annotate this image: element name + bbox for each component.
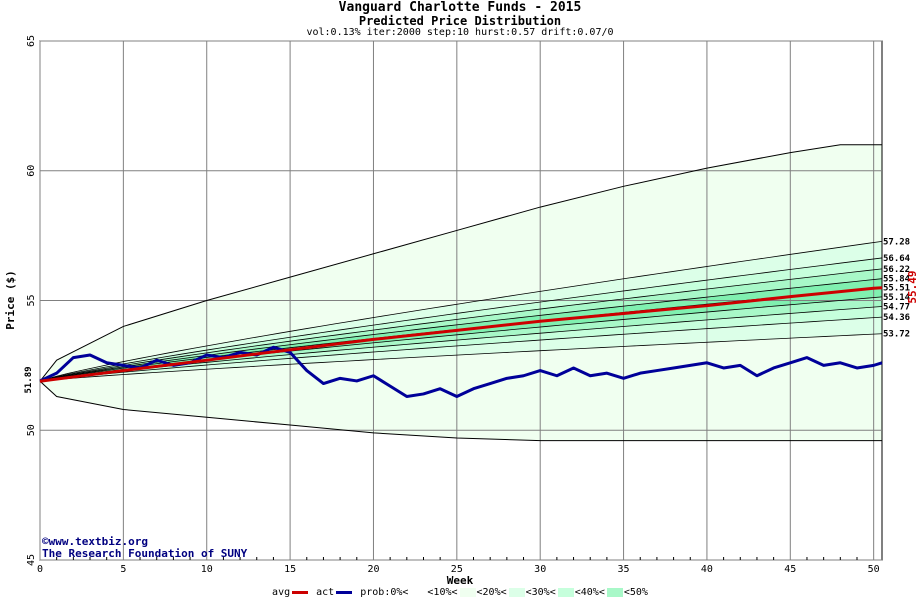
legend-avg-label: avg: [272, 587, 291, 598]
chart-title: Vanguard Charlotte Funds - 2015: [338, 0, 582, 15]
y-tick-label-3: 60: [26, 165, 37, 177]
start-value-label: 51.89: [24, 366, 34, 393]
percentile-label-5: 55.14: [883, 293, 911, 303]
x-tick-label-3: 15: [284, 564, 296, 575]
credit-line-1: ©www.textbiz.org: [42, 535, 148, 548]
probability-band-5: [40, 296, 882, 382]
series-lines: [39, 286, 883, 399]
probability-band-1: [40, 257, 882, 382]
legend-act-swatch: [336, 591, 353, 594]
legend-band-1: <10%<: [427, 587, 458, 598]
x-tick-label-1: 5: [120, 564, 126, 575]
legend-prob-label: prob:: [360, 587, 391, 598]
legend-band-2-swatch: [508, 588, 525, 597]
percentile-curve-7: [39, 316, 883, 382]
probability-band-7: [40, 317, 882, 382]
probability-band-2: [40, 268, 882, 382]
percentile-curve-2: [39, 268, 883, 382]
legend-band-4-swatch: [606, 588, 623, 597]
x-tick-label-0: 0: [37, 564, 43, 575]
x-axis-label: Week: [447, 574, 474, 587]
chart-parameters: vol:0.13% iter:2000 step:10 hurst:0.57 d…: [306, 27, 614, 38]
probability-band-3: [40, 278, 882, 382]
percentile-curve-3: [39, 278, 883, 382]
legend-band-5: <50%: [623, 587, 648, 598]
y-tick-label-0: 45: [26, 554, 37, 566]
percentile-curve-8: [39, 333, 883, 382]
y-tick-label-1: 50: [26, 424, 37, 436]
legend-band-3: <30%<: [525, 587, 556, 598]
x-tick-label-2: 10: [201, 564, 213, 575]
percentile-curve-1: [39, 257, 883, 382]
legend-band-1-swatch: [459, 588, 476, 597]
x-tick-label-5: 25: [451, 564, 463, 575]
legend-band-3-swatch: [557, 588, 574, 597]
y-tick-label-4: 65: [26, 35, 37, 47]
legend-band-2: <20%<: [476, 587, 507, 598]
envelope-lower-line: [39, 380, 882, 442]
x-tick-label-10: 50: [868, 564, 880, 575]
y-tick-label-2: 55: [26, 294, 37, 306]
chart-subtitle: Predicted Price Distribution: [358, 14, 562, 28]
x-tick-label-9: 45: [784, 564, 796, 575]
x-tick-label-8: 40: [701, 564, 713, 575]
legend-avg-swatch: [292, 591, 309, 594]
percentile-label-0: 57.28: [883, 237, 910, 247]
percentile-label-4: 55.51: [883, 283, 910, 293]
percentile-label-7: 54.36: [883, 313, 910, 323]
x-tick-label-4: 20: [367, 564, 379, 575]
percentile-curves: [39, 144, 883, 442]
envelope-upper-line: [39, 144, 882, 382]
percentile-label-2: 56.22: [883, 265, 910, 275]
probability-bands: [40, 144, 882, 441]
probability-band-0: [40, 241, 882, 382]
legend-band-0: 0%<: [390, 587, 409, 598]
x-tick-label-6: 30: [534, 564, 546, 575]
legend-act-label: act: [316, 587, 335, 598]
percentile-label-8: 53.72: [883, 330, 910, 340]
x-tick-label-7: 35: [618, 564, 630, 575]
y-axis-label: Price ($): [4, 270, 17, 330]
credit-line-2: The Research Foundation of SUNY: [42, 547, 248, 560]
percentile-label-3: 55.84: [883, 275, 911, 285]
legend: avg act prob:0%< <10%< <20%< <30%< <40%< <50%: [0, 587, 920, 599]
percentile-label-1: 56.64: [883, 254, 911, 264]
legend-band-0-swatch: [410, 588, 427, 597]
probability-band-6: [40, 306, 882, 382]
series-avg-line: [39, 286, 883, 383]
percentile-label-6: 54.77: [883, 302, 910, 312]
percentile-labels: 57.28 56.6456.2255.8455.5155.1454.7754.36…: [883, 237, 911, 339]
axis-ticks: 0 5 10 15 20 25 30 35 40 45 50 45 50 55 60 65: [26, 35, 880, 575]
percentile-curve-0: [39, 240, 883, 382]
legend-band-4: <40%<: [574, 587, 605, 598]
end-avg-value-label: 55.49: [906, 270, 919, 303]
